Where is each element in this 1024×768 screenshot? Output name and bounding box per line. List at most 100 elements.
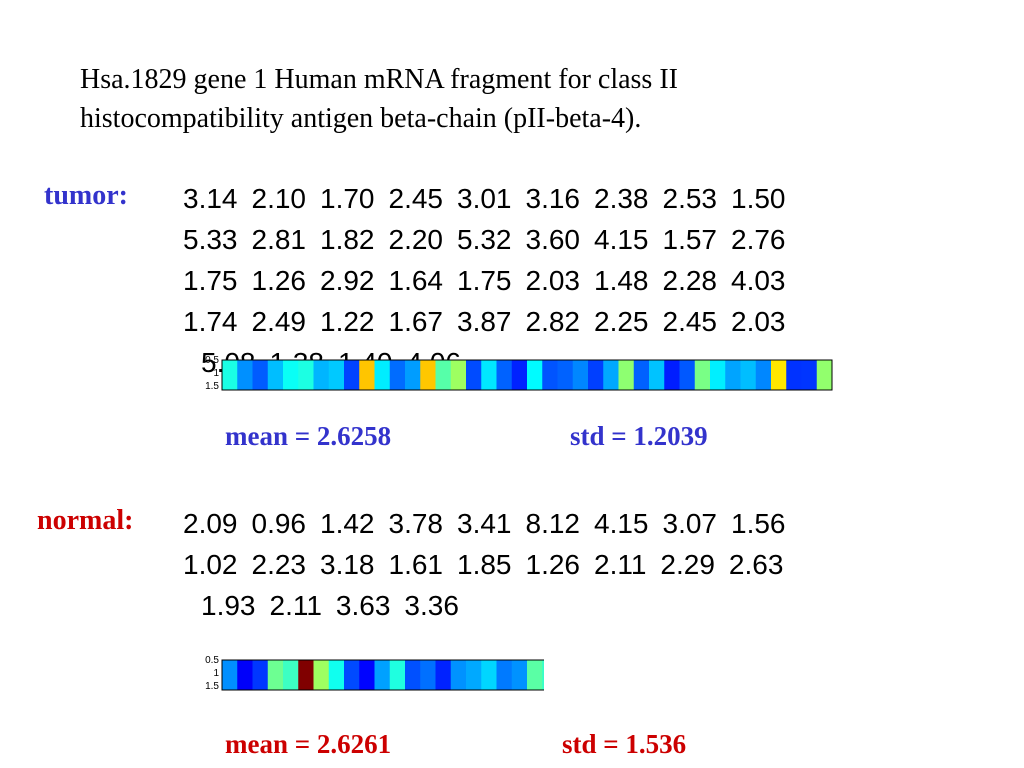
tumor-value: 3.16 <box>525 183 581 214</box>
tumor-heatmap-cell <box>679 360 696 390</box>
tumor-value: 1.75 <box>183 265 238 296</box>
normal-value: 3.41 <box>457 508 512 539</box>
tumor-value: 1.70 <box>320 183 375 214</box>
heatmap-tick-label: 1 <box>213 368 219 379</box>
tumor-value: 5.33 <box>183 224 238 255</box>
tumor-value: 2.25 <box>594 306 649 337</box>
normal-heatmap-cell <box>542 660 544 690</box>
tumor-value: 2.76 <box>731 224 786 255</box>
tumor-value: 1.57 <box>662 224 718 255</box>
normal-heatmap-cell <box>328 660 345 690</box>
tumor-heatmap-cell <box>725 360 741 390</box>
normal-heatmap: 0.5 1 1.5 <box>172 655 544 695</box>
tumor-value-row: 5.33 2.81 1.82 2.20 5.32 3.60 4.15 1.57 2.76 <box>183 219 800 260</box>
tumor-heatmap-cell <box>405 360 421 390</box>
tumor-value: 3.60 <box>525 224 581 255</box>
normal-heatmap-cell <box>511 660 528 690</box>
tumor-value: 2.82 <box>525 306 581 337</box>
normal-value: 1.42 <box>320 508 375 539</box>
normal-value: 2.11 <box>594 549 647 580</box>
tumor-std: std = 1.2039 <box>570 421 708 451</box>
normal-value-row: 2.09 0.96 1.42 3.78 3.41 8.12 4.15 3.07 1.56 <box>183 503 800 544</box>
tumor-heatmap-cell <box>496 360 513 390</box>
tumor-value: 4.15 <box>594 224 649 255</box>
tumor-value: 2.03 <box>731 306 786 337</box>
tumor-heatmap-cell <box>572 360 589 390</box>
tumor-heatmap-cell <box>603 360 619 390</box>
tumor-value: 1.74 <box>183 306 238 337</box>
normal-mean: mean = 2.6261 <box>225 729 392 759</box>
normal-value: 1.61 <box>388 549 444 580</box>
tumor-heatmap-cell <box>771 360 787 390</box>
tumor-heatmap-cell <box>618 360 635 390</box>
tumor-heatmap-cell <box>786 360 802 390</box>
tumor-heatmap-cell <box>420 360 436 390</box>
normal-value: 2.29 <box>660 549 715 580</box>
normal-heatmap-cell <box>420 660 436 690</box>
tumor-heatmap-cell <box>298 360 314 390</box>
normal-heatmap-cell <box>298 660 314 690</box>
tumor-heatmap-cell <box>344 360 360 390</box>
tumor-value: 3.87 <box>457 306 512 337</box>
tumor-value: 1.82 <box>320 224 375 255</box>
tumor-value: 1.67 <box>388 306 444 337</box>
tumor-heatmap-cell <box>649 360 665 390</box>
tumor-value: 1.50 <box>731 183 786 214</box>
normal-value: 2.23 <box>251 549 307 580</box>
heatmap-tick-label: 0.5 <box>205 655 219 666</box>
tumor-mean: mean = 2.6258 <box>225 421 392 451</box>
normal-heatmap-cell <box>389 660 406 690</box>
normal-heatmap-cell <box>496 660 513 690</box>
gene-title-line-1: Hsa.1829 gene 1 Human mRNA fragment for … <box>80 64 678 95</box>
tumor-value: 5.32 <box>457 224 512 255</box>
normal-heatmap-cell <box>222 660 238 690</box>
tumor-value: 2.53 <box>662 183 718 214</box>
tumor-heatmap-cell <box>816 360 833 390</box>
tumor-heatmap-cell <box>267 360 284 390</box>
normal-heatmap-cell <box>283 660 299 690</box>
normal-value-row: 1.93 2.11 3.63 3.36 <box>183 585 800 626</box>
normal-heatmap-cell <box>374 660 391 690</box>
tumor-value: 2.03 <box>525 265 581 296</box>
tumor-heatmap-cell <box>450 360 467 390</box>
normal-heatmap-cell <box>313 660 330 690</box>
normal-std: std = 1.536 <box>562 729 687 759</box>
normal-heatmap-cell <box>267 660 284 690</box>
tumor-value: 1.64 <box>388 265 444 296</box>
tumor-heatmap-cell <box>283 360 299 390</box>
tumor-heatmap-cell <box>527 360 543 390</box>
normal-heatmap-cell <box>344 660 360 690</box>
normal-values: 2.09 0.96 1.42 3.78 3.41 8.12 4.15 3.07 1.56 1.02… <box>183 503 800 626</box>
tumor-value: 3.01 <box>457 183 512 214</box>
tumor-heatmap-cell <box>435 360 452 390</box>
normal-value: 2.09 <box>183 508 238 539</box>
tumor-heatmap-cell <box>389 360 406 390</box>
tumor-value: 2.92 <box>320 265 375 296</box>
tumor-heatmap-cell <box>740 360 757 390</box>
heatmap-tick-label: 1 <box>213 668 219 679</box>
heatmap-tick-label: 1.5 <box>205 381 219 392</box>
normal-value: 3.63 <box>335 590 391 621</box>
tumor-heatmap-cell <box>313 360 330 390</box>
normal-value-row: 1.02 2.23 3.18 1.61 1.85 1.26 2.11 2.29 2.63 <box>183 544 800 585</box>
tumor-heatmap-cell <box>710 360 726 390</box>
tumor-heatmap-cell <box>328 360 345 390</box>
tumor-heatmap: 0.5 1 1.5 <box>172 355 844 395</box>
tumor-value: 2.49 <box>251 306 307 337</box>
normal-heatmap-cell <box>405 660 421 690</box>
tumor-heatmap-cell <box>481 360 497 390</box>
tumor-heatmap-cell <box>374 360 391 390</box>
tumor-value: 2.10 <box>251 183 307 214</box>
normal-value: 3.36 <box>404 590 459 621</box>
normal-value: 1.56 <box>731 508 786 539</box>
tumor-value: 1.26 <box>251 265 307 296</box>
tumor-heatmap-cell <box>222 360 238 390</box>
normal-value: 1.85 <box>457 549 512 580</box>
normal-heatmap-cell <box>435 660 452 690</box>
heatmap-tick-label: 0.5 <box>205 355 219 366</box>
tumor-heatmap-svg: 0.5 1 1.5 <box>205 355 833 392</box>
tumor-value: 3.14 <box>183 183 238 214</box>
normal-value: 1.02 <box>183 549 238 580</box>
gene-title-line-2: histocompatibility antigen beta-chain (p… <box>80 103 642 134</box>
tumor-value: 2.81 <box>251 224 307 255</box>
